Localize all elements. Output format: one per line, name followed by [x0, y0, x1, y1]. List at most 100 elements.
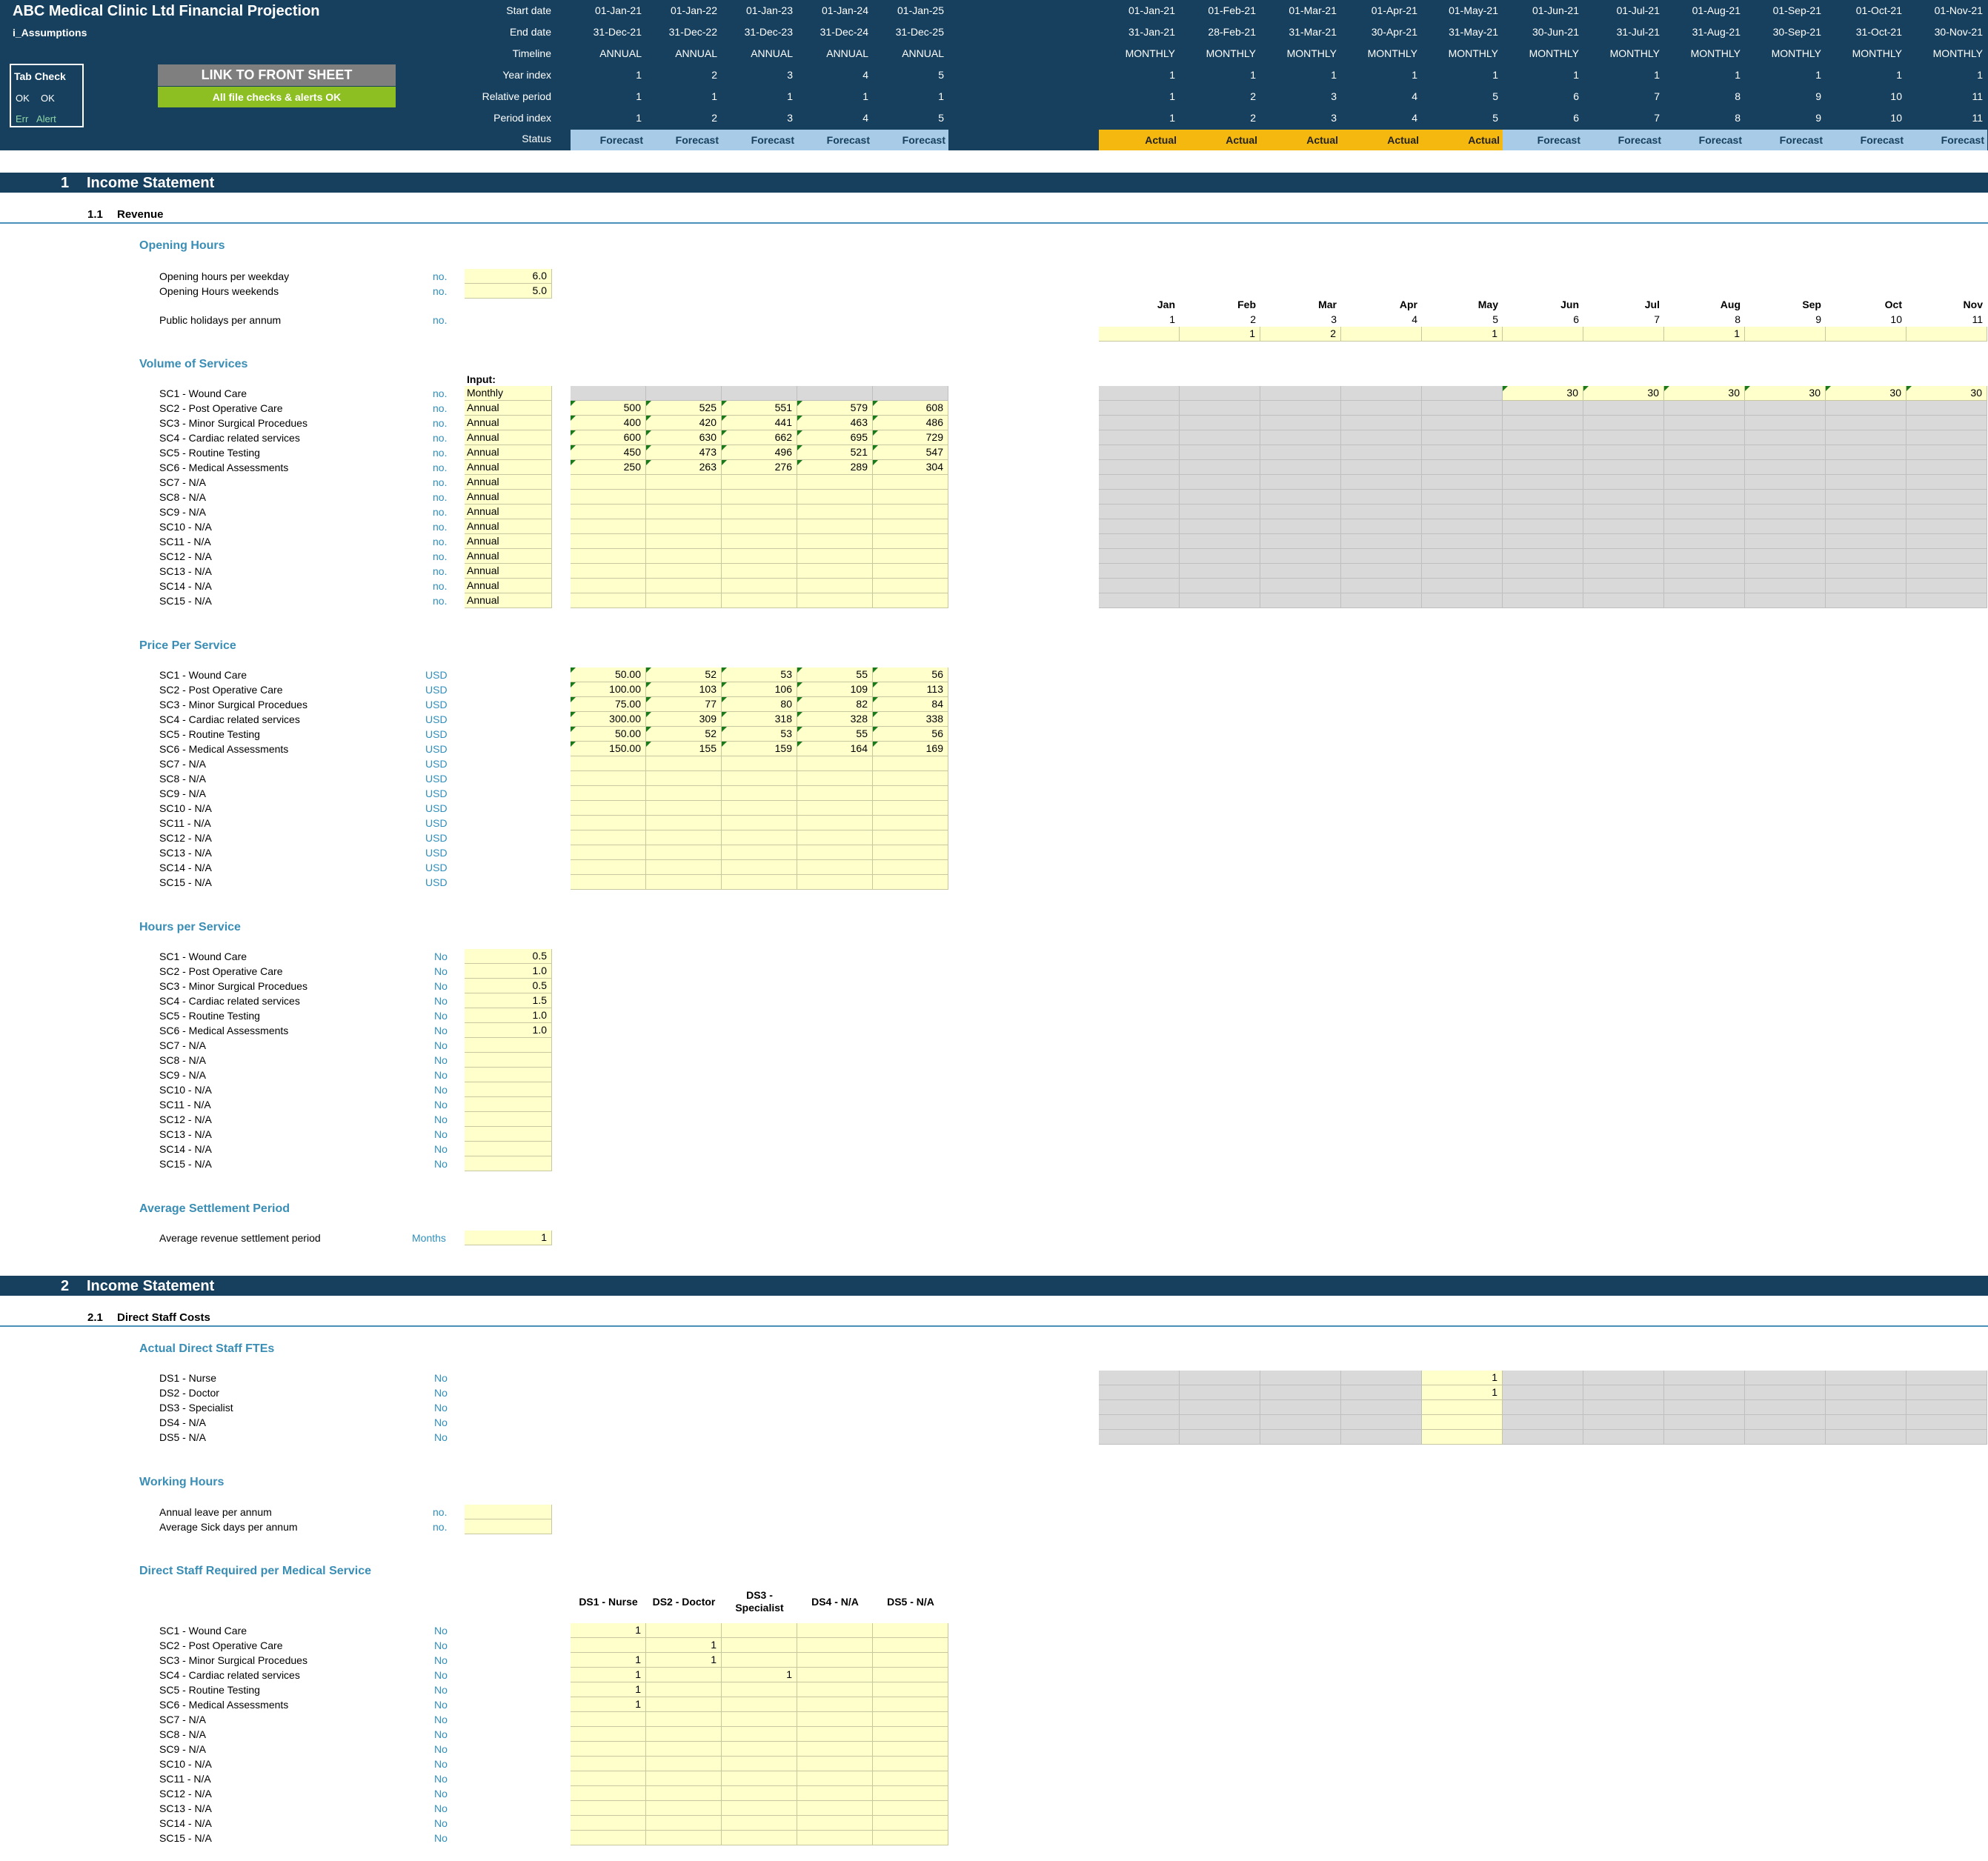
monthly-volume-cell[interactable]	[1664, 416, 1745, 430]
monthly-volume-cell[interactable]	[1503, 534, 1583, 549]
staff-required-cell[interactable]	[873, 1623, 948, 1638]
monthly-volume-cell[interactable]	[1503, 445, 1583, 460]
monthly-volume-cell[interactable]: 30	[1503, 386, 1583, 401]
price-cell[interactable]: 80	[722, 697, 797, 712]
staff-required-cell[interactable]	[646, 1697, 722, 1712]
annual-volume-cell[interactable]: 662	[722, 430, 797, 445]
opening-hours-input[interactable]: 6.0	[465, 269, 552, 284]
staff-required-cell[interactable]	[646, 1727, 722, 1742]
price-cell[interactable]	[722, 860, 797, 875]
monthly-volume-cell[interactable]	[1341, 519, 1422, 534]
staff-required-cell[interactable]	[722, 1697, 797, 1712]
fte-cell[interactable]	[1180, 1385, 1260, 1400]
monthly-volume-cell[interactable]	[1583, 445, 1664, 460]
fte-cell[interactable]	[1260, 1371, 1341, 1385]
annual-volume-cell[interactable]: 521	[797, 445, 873, 460]
fte-cell[interactable]	[1664, 1430, 1745, 1445]
fte-cell[interactable]	[1906, 1385, 1987, 1400]
staff-required-cell[interactable]: 1	[571, 1682, 646, 1697]
annual-volume-cell[interactable]: 729	[873, 430, 948, 445]
monthly-volume-cell[interactable]	[1583, 579, 1664, 593]
annual-volume-cell[interactable]: 441	[722, 416, 797, 430]
monthly-volume-cell[interactable]	[1099, 519, 1180, 534]
staff-required-cell[interactable]: 1	[571, 1668, 646, 1682]
staff-required-cell[interactable]	[646, 1668, 722, 1682]
staff-required-cell[interactable]	[873, 1771, 948, 1786]
monthly-volume-cell[interactable]	[1906, 593, 1987, 608]
input-frequency-select[interactable]: Annual	[465, 445, 552, 460]
monthly-volume-cell[interactable]	[1341, 564, 1422, 579]
staff-required-cell[interactable]	[571, 1712, 646, 1727]
monthly-volume-cell[interactable]	[1664, 505, 1745, 519]
input-frequency-select[interactable]: Annual	[465, 564, 552, 579]
monthly-volume-cell[interactable]: 30	[1906, 386, 1987, 401]
staff-required-cell[interactable]	[646, 1682, 722, 1697]
annual-volume-cell[interactable]	[722, 534, 797, 549]
monthly-volume-cell[interactable]	[1745, 505, 1826, 519]
price-cell[interactable]	[873, 845, 948, 860]
annual-volume-cell[interactable]: 500	[571, 401, 646, 416]
fte-cell[interactable]	[1745, 1415, 1826, 1430]
annual-volume-cell[interactable]	[646, 593, 722, 608]
price-cell[interactable]: 300.00	[571, 712, 646, 727]
hours-input[interactable]	[465, 1068, 552, 1082]
monthly-volume-cell[interactable]	[1260, 579, 1341, 593]
monthly-volume-cell[interactable]	[1260, 475, 1341, 490]
input-frequency-select[interactable]: Annual	[465, 549, 552, 564]
annual-volume-cell[interactable]	[873, 534, 948, 549]
monthly-volume-cell[interactable]	[1503, 519, 1583, 534]
annual-volume-cell[interactable]	[571, 519, 646, 534]
staff-required-cell[interactable]	[646, 1757, 722, 1771]
staff-required-cell[interactable]	[646, 1623, 722, 1638]
staff-required-cell[interactable]	[797, 1786, 873, 1801]
monthly-volume-cell[interactable]	[1099, 579, 1180, 593]
staff-required-cell[interactable]	[571, 1831, 646, 1845]
annual-volume-cell[interactable]	[571, 579, 646, 593]
input-frequency-select[interactable]: Annual	[465, 534, 552, 549]
annual-volume-cell[interactable]	[873, 475, 948, 490]
price-cell[interactable]	[797, 875, 873, 890]
monthly-volume-cell[interactable]	[1422, 549, 1503, 564]
hours-input[interactable]	[465, 1112, 552, 1127]
monthly-volume-cell[interactable]	[1745, 460, 1826, 475]
fte-cell[interactable]	[1503, 1415, 1583, 1430]
price-cell[interactable]	[873, 801, 948, 816]
working-hours-input[interactable]	[465, 1519, 552, 1534]
price-cell[interactable]	[873, 786, 948, 801]
monthly-volume-cell[interactable]	[1826, 534, 1906, 549]
input-frequency-select[interactable]: Annual	[465, 593, 552, 608]
staff-required-cell[interactable]	[873, 1668, 948, 1682]
monthly-volume-cell[interactable]: 30	[1826, 386, 1906, 401]
monthly-volume-cell[interactable]	[1664, 534, 1745, 549]
monthly-volume-cell[interactable]	[1341, 490, 1422, 505]
monthly-volume-cell[interactable]	[1826, 593, 1906, 608]
annual-volume-cell[interactable]	[873, 564, 948, 579]
monthly-volume-cell[interactable]	[1583, 475, 1664, 490]
staff-required-cell[interactable]	[722, 1623, 797, 1638]
monthly-volume-cell[interactable]	[1099, 549, 1180, 564]
fte-cell[interactable]	[1341, 1371, 1422, 1385]
staff-required-cell[interactable]	[571, 1771, 646, 1786]
price-cell[interactable]	[797, 830, 873, 845]
fte-cell[interactable]	[1341, 1400, 1422, 1415]
staff-required-cell[interactable]	[722, 1653, 797, 1668]
monthly-volume-cell[interactable]	[1341, 460, 1422, 475]
price-cell[interactable]	[873, 756, 948, 771]
monthly-volume-cell[interactable]	[1099, 445, 1180, 460]
price-cell[interactable]: 56	[873, 668, 948, 682]
fte-cell[interactable]	[1260, 1430, 1341, 1445]
hours-input[interactable]: 0.5	[465, 949, 552, 964]
monthly-volume-cell[interactable]: 30	[1583, 386, 1664, 401]
staff-required-cell[interactable]	[797, 1638, 873, 1653]
staff-required-cell[interactable]	[797, 1623, 873, 1638]
monthly-volume-cell[interactable]	[1503, 475, 1583, 490]
price-cell[interactable]: 155	[646, 742, 722, 756]
input-frequency-select[interactable]: Annual	[465, 475, 552, 490]
monthly-volume-cell[interactable]	[1906, 416, 1987, 430]
monthly-volume-cell[interactable]	[1180, 386, 1260, 401]
price-cell[interactable]	[571, 801, 646, 816]
price-cell[interactable]: 100.00	[571, 682, 646, 697]
annual-volume-cell[interactable]	[571, 564, 646, 579]
monthly-volume-cell[interactable]	[1664, 475, 1745, 490]
monthly-volume-cell[interactable]	[1503, 490, 1583, 505]
